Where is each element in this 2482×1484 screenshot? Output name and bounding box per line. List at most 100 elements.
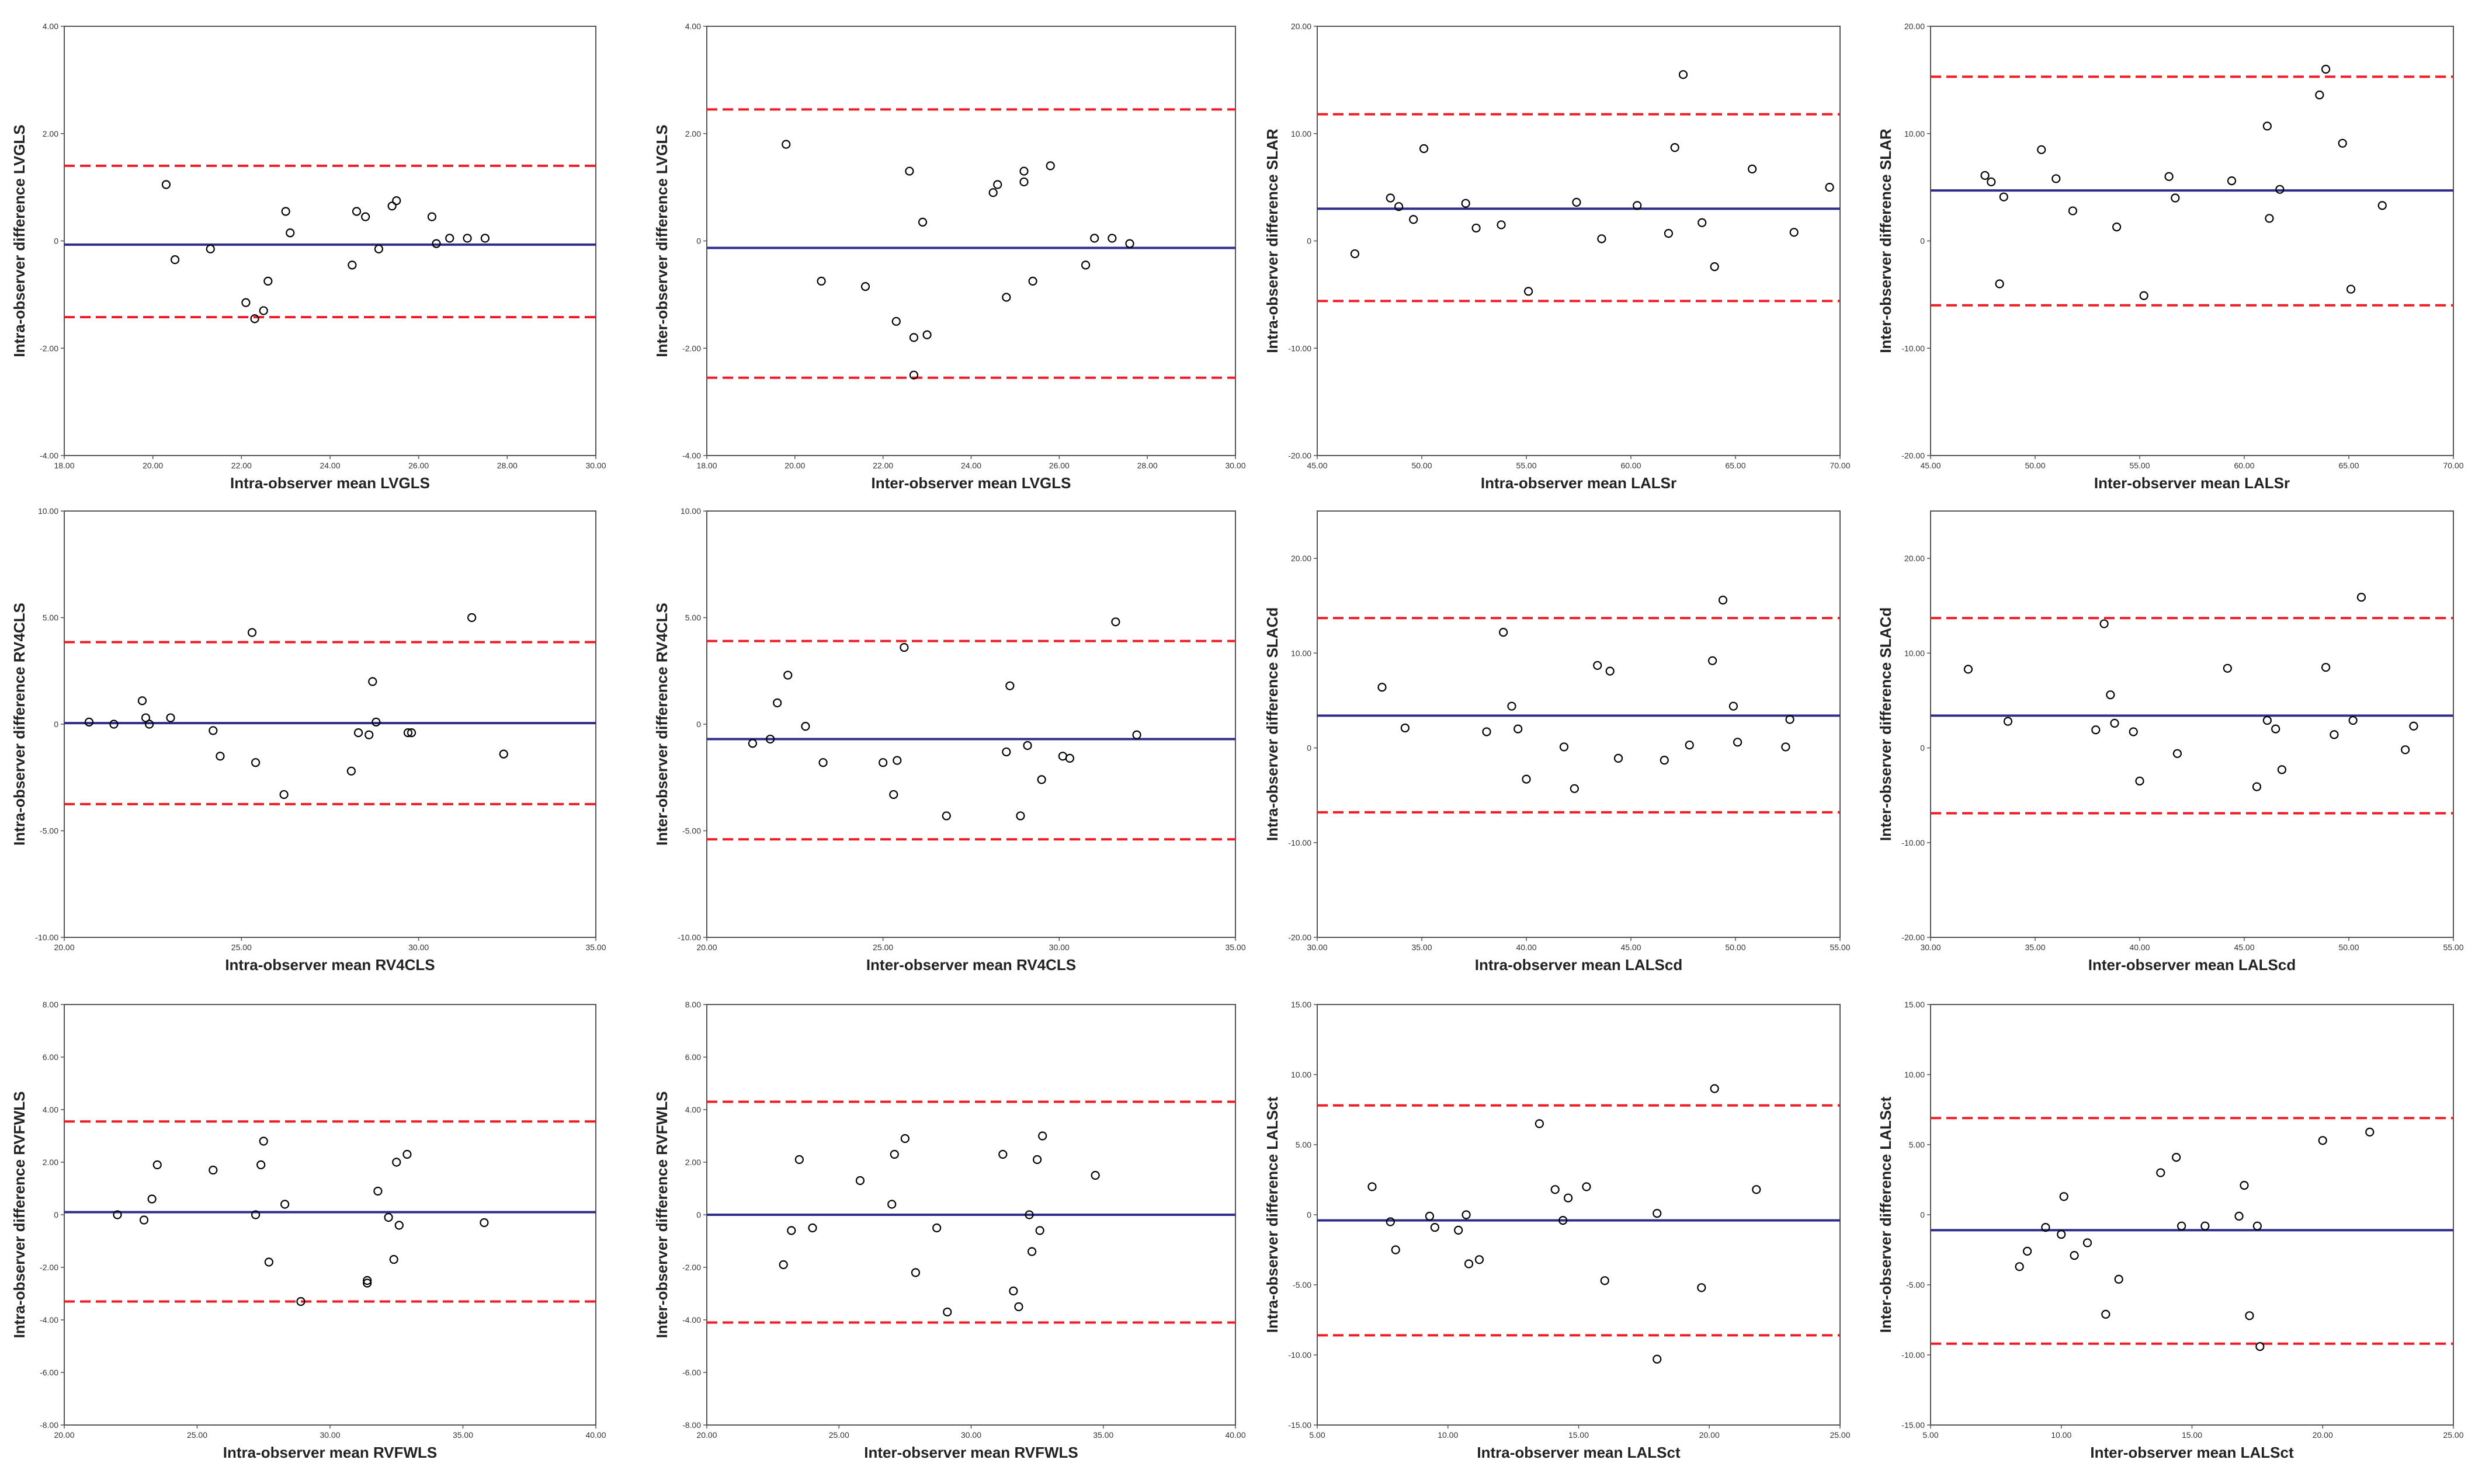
data-point: [1125, 239, 1134, 248]
x-axis-label: Inter-observer mean RVFWLS: [864, 1444, 1078, 1461]
data-point: [1564, 1193, 1573, 1203]
x-tick-label: 20.00: [54, 1430, 74, 1440]
data-point: [1035, 1226, 1044, 1235]
x-tick-label: 35.00: [453, 1430, 473, 1440]
y-tick-label: -2.00: [40, 343, 58, 353]
data-point: [259, 1137, 268, 1146]
data-point: [109, 720, 119, 729]
x-tick-label: 40.00: [1516, 943, 1536, 952]
x-tick-label: 55.00: [1830, 943, 1850, 952]
y-tick-label: 0: [1307, 743, 1311, 753]
y-tick-label: -4.00: [682, 451, 701, 460]
y-tick-label: 15.00: [1904, 1000, 1925, 1009]
data-point: [1409, 215, 1418, 224]
data-point: [1664, 229, 1674, 238]
data-point: [1386, 1217, 1395, 1226]
data-point: [2037, 145, 2046, 154]
bland-altman-panel-10: 20.00 25.00 30.00 35.00 40.00 -8.00 -6.00 -4.00…: [653, 1000, 1246, 1461]
data-point: [2356, 593, 2366, 602]
y-tick-label: -5.00: [1293, 1280, 1311, 1290]
bland-altman-panel-1: 18.00 20.00 22.00 24.00 26.00 28.00 30.00 -4.00…: [11, 22, 606, 492]
data-point: [782, 140, 791, 149]
y-tick-label: -8.00: [682, 1420, 701, 1430]
x-tick-label: 24.00: [320, 461, 340, 470]
data-point: [993, 180, 1002, 189]
x-tick-label: 70.00: [1830, 461, 1850, 470]
data-point: [1019, 166, 1029, 176]
data-point: [2346, 284, 2356, 294]
data-point: [1572, 197, 1581, 207]
data-point: [1633, 201, 1642, 210]
data-point: [1789, 228, 1799, 237]
bland-altman-panel-8: 30.00 35.00 40.00 45.00 50.00 55.00 -20.00 -10.…: [1877, 510, 2464, 974]
y-tick-label: 0: [1920, 237, 1925, 246]
x-tick-label: 40.00: [2129, 943, 2150, 952]
y-tick-label: 0: [696, 1210, 701, 1219]
x-tick-label: 28.00: [497, 461, 518, 470]
data-point: [1391, 1245, 1400, 1254]
y-axis-label: Intra-observer difference LVGLS: [11, 124, 28, 357]
x-tick-label: 10.00: [2051, 1430, 2071, 1440]
y-tick-label: 10.00: [1904, 648, 1925, 658]
data-point: [801, 722, 810, 731]
data-point: [1014, 1302, 1023, 1312]
y-tick-label: 10.00: [681, 506, 701, 516]
data-point: [1016, 811, 1025, 821]
x-axis-label: Intra-observer mean LALSct: [1477, 1444, 1681, 1461]
data-point: [918, 217, 928, 227]
y-tick-label: -8.00: [40, 1420, 58, 1430]
plot-frame: [706, 26, 1236, 456]
x-tick-label: 35.00: [585, 943, 606, 952]
data-point: [373, 1186, 383, 1196]
data-point: [779, 1260, 788, 1270]
plot-frame: [1317, 510, 1841, 938]
data-point: [392, 196, 401, 206]
x-tick-label: 40.00: [1225, 1430, 1245, 1440]
data-point: [2022, 1246, 2032, 1256]
plot-frame: [1930, 1004, 2454, 1426]
data-point: [2101, 1309, 2110, 1319]
data-point: [1559, 742, 1569, 752]
bland-altman-panel-4: 45.00 50.00 55.00 60.00 65.00 70.00 -20.00 -10.…: [1877, 22, 2464, 492]
bland-altman-panel-5: 20.00 25.00 30.00 35.00 -10.00 -5.00 0 5.00 10.0…: [11, 506, 606, 974]
data-point: [2082, 1238, 2092, 1247]
x-tick-label: 45.00: [2234, 943, 2254, 952]
data-point: [900, 642, 909, 652]
y-tick-label: 0: [1307, 1210, 1311, 1219]
data-point: [1708, 656, 1717, 665]
x-tick-label: 30.00: [1920, 943, 1941, 952]
data-point: [2099, 619, 2109, 628]
data-point: [389, 1254, 398, 1264]
y-tick-label: 20.00: [1904, 22, 1925, 31]
y-axis-label: Inter-observer difference RVFWLS: [653, 1092, 671, 1339]
plot-frame: [64, 1004, 596, 1426]
data-point: [1825, 183, 1834, 192]
data-point: [348, 260, 357, 270]
plot-frame: [1930, 510, 2454, 938]
data-point: [392, 1158, 401, 1167]
y-axis-label: Intra-observer difference SLACd: [1263, 607, 1281, 841]
data-point: [794, 1155, 804, 1165]
data-point: [279, 790, 289, 800]
data-point: [765, 734, 775, 744]
x-tick-label: 18.00: [696, 461, 717, 470]
data-point: [2377, 201, 2387, 210]
data-point: [1963, 665, 1973, 674]
data-point: [1781, 742, 1790, 752]
data-point: [170, 255, 180, 265]
data-point: [860, 281, 870, 291]
data-point: [2252, 782, 2262, 791]
y-tick-label: 20.00: [1291, 554, 1311, 563]
data-point: [281, 207, 290, 216]
y-tick-label: -20.00: [1288, 933, 1311, 942]
data-point: [1033, 1155, 1042, 1165]
data-point: [384, 1212, 393, 1222]
data-point: [161, 180, 171, 189]
data-point: [2051, 174, 2061, 183]
y-axis-label: Intra-observer difference SLAR: [1263, 128, 1281, 353]
data-point: [855, 1176, 865, 1186]
data-point: [1108, 234, 1117, 243]
data-point: [1507, 701, 1516, 711]
plot-frame: [1317, 26, 1841, 456]
